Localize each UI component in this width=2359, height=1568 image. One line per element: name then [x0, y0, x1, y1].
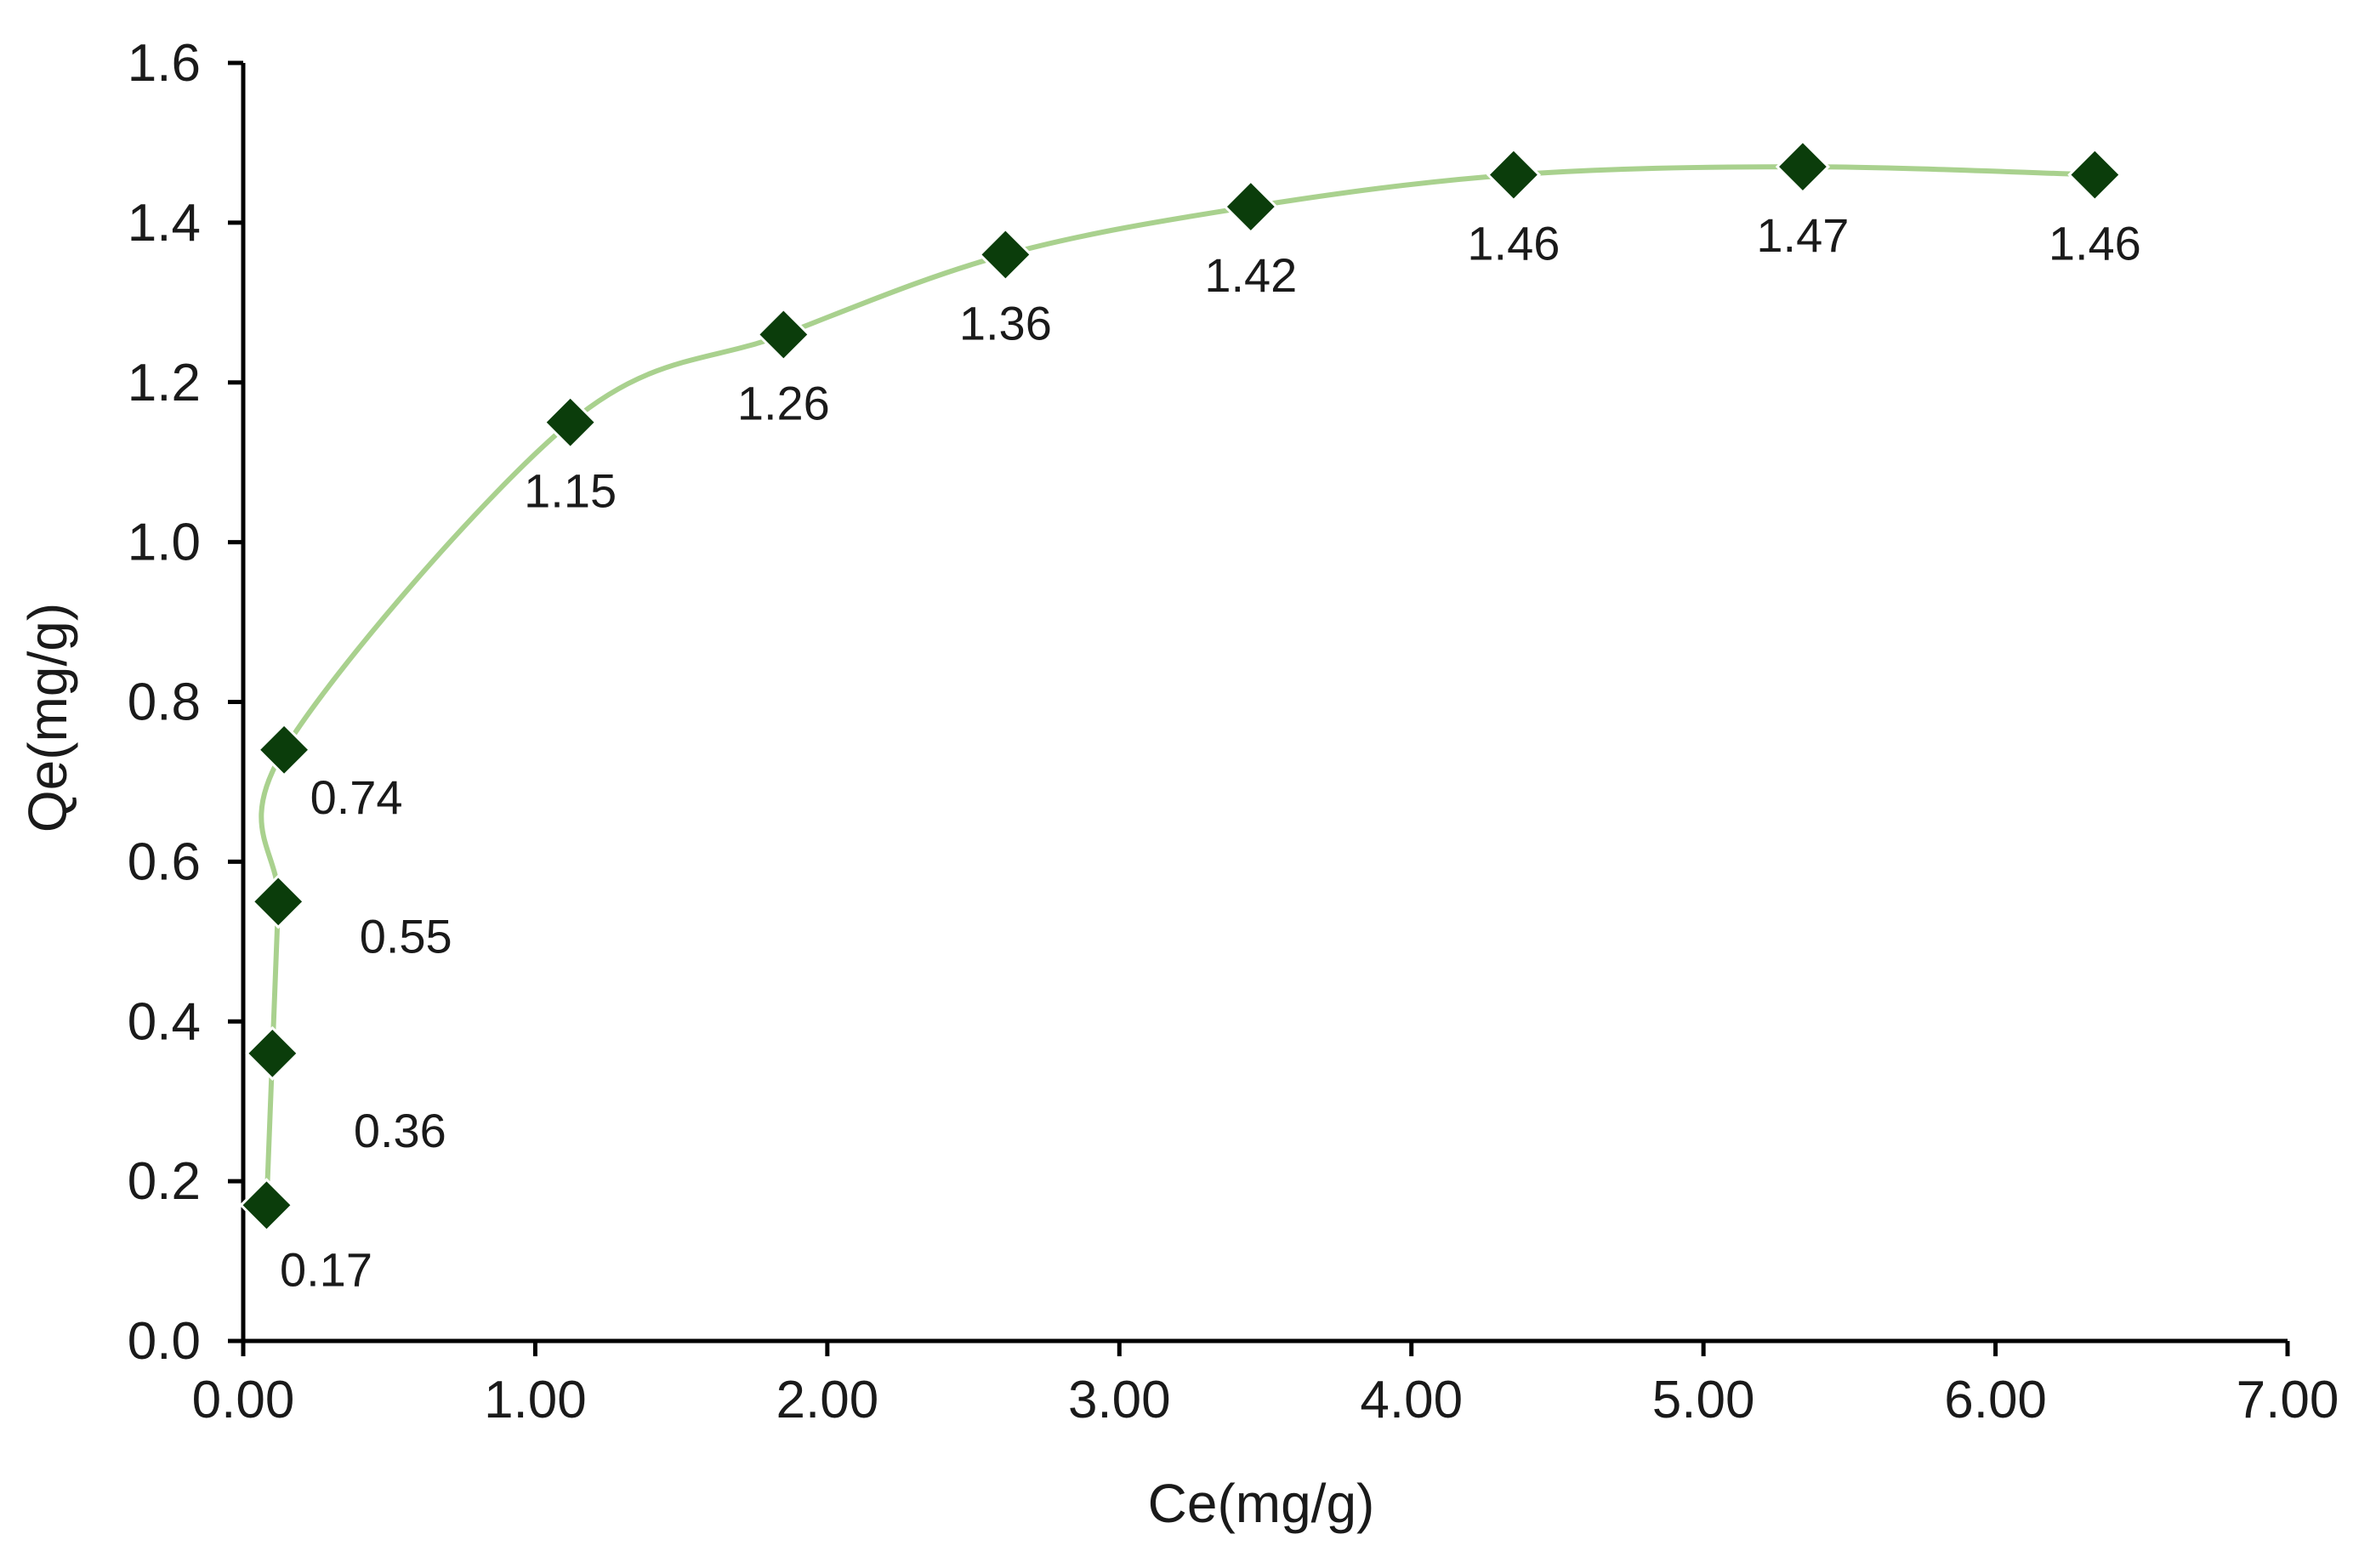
data-point-marker	[239, 1178, 294, 1233]
markers-layer	[239, 139, 2123, 1233]
data-point-marker	[245, 1025, 300, 1081]
data-label: 0.55	[360, 909, 452, 963]
y-axis-title: Qe(mg/g)	[17, 603, 78, 832]
data-label: 0.36	[354, 1104, 446, 1157]
x-tick-label: 5.00	[1652, 1371, 1755, 1429]
x-tick-label: 0.00	[192, 1371, 295, 1429]
data-label: 1.42	[1204, 248, 1297, 302]
y-tick-label: 0.6	[128, 832, 201, 891]
data-point-marker	[543, 395, 598, 450]
y-tick-label: 0.4	[128, 992, 201, 1051]
data-point-marker	[2067, 147, 2123, 202]
y-tick-label: 1.6	[128, 34, 201, 93]
data-point-marker	[1775, 139, 1831, 195]
y-tick-label: 0.2	[128, 1152, 201, 1211]
data-label: 0.17	[280, 1242, 372, 1296]
data-label: 1.36	[959, 296, 1052, 349]
data-point-marker	[1486, 147, 1542, 202]
y-tick-label: 0.8	[128, 673, 201, 732]
axes: 0.0 0.2 0.4 0.6 0.8 1.0 1.2 1.4 1.6 0.00 1.00 2.00 3…	[128, 34, 2339, 1429]
x-tick-label: 7.00	[2237, 1371, 2339, 1429]
x-tick-label: 2.00	[776, 1371, 879, 1429]
data-label: 1.15	[524, 464, 617, 518]
x-tick-label: 1.00	[484, 1371, 587, 1429]
x-tick-label: 4.00	[1360, 1371, 1463, 1429]
data-label: 1.46	[2049, 217, 2141, 270]
data-point-marker	[756, 307, 811, 362]
data-label: 1.47	[1756, 208, 1849, 262]
x-tick-label: 3.00	[1068, 1371, 1171, 1429]
data-point-marker	[1223, 179, 1278, 235]
data-point-marker	[251, 874, 306, 929]
x-tick-label: 6.00	[1944, 1371, 2047, 1429]
y-tick-label: 1.2	[128, 354, 201, 412]
data-point-marker	[256, 722, 312, 777]
series-line	[259, 164, 2098, 1208]
data-label: 1.46	[1467, 217, 1560, 270]
data-point-marker	[978, 227, 1033, 282]
y-tick-label: 1.0	[128, 514, 201, 572]
data-label: 1.26	[737, 376, 830, 429]
data-labels-layer: 0.17 0.36 0.55 0.74 1.15 1.26 1.36 1.42 1.46 1.47…	[280, 208, 2141, 1296]
data-label: 0.74	[310, 770, 403, 824]
y-tick-label: 1.4	[128, 194, 201, 253]
series-line-layer	[259, 164, 2098, 1208]
x-axis-title: Ce(mg/g)	[1148, 1473, 1375, 1534]
y-tick-label: 0.0	[128, 1312, 201, 1371]
